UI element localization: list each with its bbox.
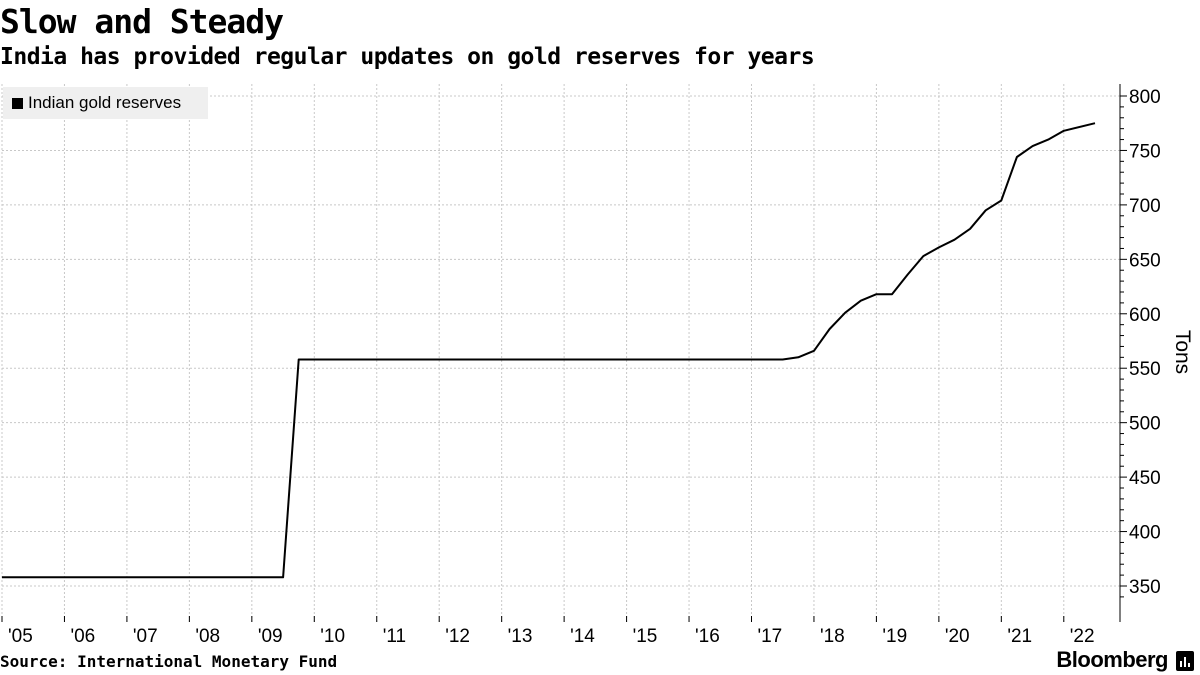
y-tick-label: 800 [1129, 87, 1161, 108]
x-tick-label: '22 [1070, 626, 1095, 647]
bloomberg-chart-icon [1176, 651, 1194, 671]
x-tick-label: '09 [258, 626, 283, 647]
x-tick-label: '16 [695, 626, 720, 647]
y-tick-label: 650 [1129, 250, 1161, 271]
y-tick-label: 500 [1129, 414, 1161, 435]
y-axis: 350 400 450 500 550 600 650 700 750 800 Tons [1119, 84, 1194, 622]
legend-label: Indian gold reserves [28, 93, 182, 112]
x-tick-label: '13 [508, 626, 533, 647]
source-note: Source: International Monetary Fund [0, 652, 338, 671]
x-tick-label: '20 [945, 626, 970, 647]
y-tick-label: 400 [1129, 523, 1161, 544]
y-axis-title: Tons [1171, 330, 1194, 374]
chart-subtitle: India has provided regular updates on go… [0, 44, 815, 70]
y-tick-label: 750 [1129, 141, 1161, 162]
x-tick-label: '15 [633, 626, 658, 647]
chart-title: Slow and Steady [0, 2, 284, 41]
legend: Indian gold reserves [3, 87, 208, 119]
brand-logo: Bloomberg [1056, 647, 1168, 672]
x-tick-label: '05 [8, 626, 33, 647]
x-tick-label: '14 [570, 626, 595, 647]
x-axis: '05 '06 '07 '08 '09 '10 '11 '12 '13 '14 '15 '16 '17 '… [1, 616, 1095, 647]
x-tick-label: '10 [320, 626, 345, 647]
x-tick-label: '08 [195, 626, 220, 647]
grid-lines [1, 84, 1120, 622]
x-tick-label: '21 [1007, 626, 1032, 647]
y-tick-label: 700 [1129, 196, 1161, 217]
y-tick-label: 550 [1129, 359, 1161, 380]
x-tick-label: '18 [820, 626, 845, 647]
x-tick-label: '06 [70, 626, 95, 647]
y-tick-label: 600 [1129, 305, 1161, 326]
x-tick-label: '17 [757, 626, 782, 647]
x-tick-label: '19 [882, 626, 907, 647]
y-tick-label: 350 [1129, 577, 1161, 598]
legend-swatch [12, 97, 23, 109]
series-layer [2, 122, 1096, 579]
y-tick-label: 450 [1129, 468, 1161, 489]
series-line-0 [2, 122, 1096, 579]
x-tick-label: '07 [133, 626, 158, 647]
x-tick-label: '11 [383, 626, 406, 647]
x-tick-label: '12 [445, 626, 470, 647]
